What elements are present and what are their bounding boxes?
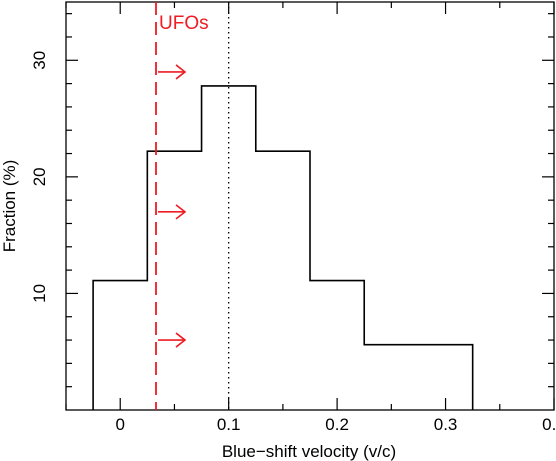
x-tick-label: 0.2 [325,415,349,434]
arrow-head [175,204,187,220]
histogram-bar [256,151,310,410]
y-tick-label: 20 [30,167,49,186]
arrow-head [175,64,187,80]
y-tick-label: 10 [30,284,49,303]
y-tick-label: 30 [30,51,49,70]
ufo-arrow-icon [158,64,187,80]
y-axis-label: Fraction (%) [0,160,19,253]
x-tick-label: 0 [115,415,124,434]
histogram-bar [93,281,147,410]
x-tick-label: 0.4 [542,415,556,434]
plot-area: 0 0.1 0.2 0.3 0.4 10 20 30 UFOs [30,1,556,434]
histogram-bar [364,345,472,410]
plot-frame [65,1,555,411]
ufo-arrow-icon [158,204,187,220]
histogram-bar [310,281,364,410]
x-tick-label: 0.3 [434,415,458,434]
ufo-arrow-icon [158,332,187,348]
x-tick-label: 0.1 [217,415,241,434]
arrow-head [175,332,187,348]
ufo-label: UFOs [159,13,209,34]
histogram-outline [92,85,474,410]
x-axis-label: Blue−shift velocity (v/c) [222,442,396,461]
